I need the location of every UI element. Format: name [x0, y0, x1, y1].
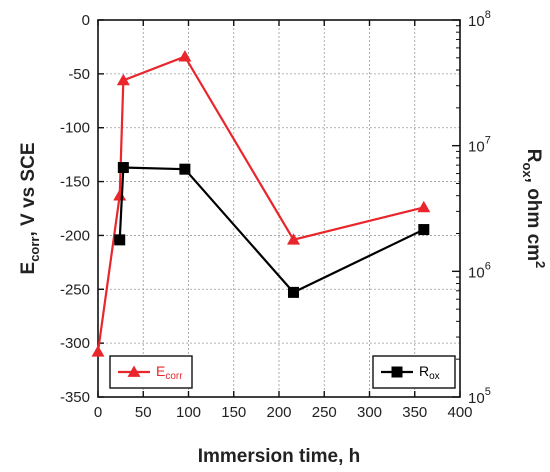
legend-rox: Rox: [372, 355, 456, 389]
x-tick-label: 150: [221, 404, 246, 421]
data-point-triangle: [286, 233, 300, 245]
right-y-tick-label: 105: [468, 386, 491, 407]
legend-marker-square: [391, 366, 403, 378]
data-point-triangle: [91, 345, 105, 357]
left-y-tick-label: -100: [60, 120, 90, 137]
left-y-tick-label: 0: [82, 12, 90, 29]
legends: Ecorr Rox: [109, 355, 456, 389]
x-axis-title: Immersion time, h: [198, 446, 361, 467]
x-tick-label: 350: [402, 404, 427, 421]
right-y-axis-title-subscript: ox: [520, 162, 535, 178]
x-tick-label: 50: [135, 404, 152, 421]
x-tick-label: 400: [447, 404, 472, 421]
x-tick-label: 250: [312, 404, 337, 421]
legend-marker-triangle: [127, 365, 141, 377]
left-y-axis-title-main: E: [18, 262, 39, 275]
right-y-tick-label: 106: [468, 260, 491, 281]
x-tick-label: 200: [266, 404, 291, 421]
data-point-triangle: [417, 200, 431, 213]
legend-label: Rox: [419, 363, 440, 382]
series-line-ecorr: [96, 55, 425, 352]
x-axis-ticks: 0 50 100 150 200 250 300 350 400: [94, 20, 473, 421]
right-y-axis-title-main: R: [523, 149, 544, 163]
data-point-square: [179, 163, 191, 175]
x-tick-label: 100: [176, 404, 201, 421]
right-y-axis-ticks: 108 107 106 105: [452, 9, 491, 407]
data-point-triangle: [116, 73, 130, 86]
right-y-axis-title: Rox, ohm cm2: [520, 149, 548, 269]
left-y-tick-label: -200: [60, 227, 90, 244]
right-y-axis-title-rest: , ohm cm: [523, 178, 544, 261]
series-line-rox: [118, 166, 425, 294]
data-point-triangle: [113, 189, 127, 201]
legend-ecorr: Ecorr: [109, 355, 193, 389]
data-point-square: [117, 162, 129, 174]
left-y-tick-label: -350: [60, 389, 90, 406]
left-y-tick-label: -250: [60, 281, 90, 298]
right-y-tick-label: 108: [468, 9, 491, 30]
data-point-square: [114, 234, 126, 246]
data-point-square: [418, 224, 430, 236]
left-y-axis-title: Ecorr, V vs SCE: [18, 143, 42, 275]
left-y-tick-label: -150: [60, 174, 90, 191]
data-point-square: [287, 286, 299, 298]
data-point-triangle: [178, 50, 192, 62]
left-y-axis-title-subscript: corr: [27, 237, 42, 262]
left-y-tick-label: -300: [60, 335, 90, 352]
grid-lines: [98, 20, 460, 397]
left-y-axis-title-rest: , V vs SCE: [18, 143, 39, 237]
left-y-axis-ticks: 0 -50 -100 -150 -200 -250 -300 -350: [60, 12, 104, 406]
series-layer: [91, 50, 431, 357]
legend-label: Ecorr: [156, 363, 183, 382]
right-y-axis-title-superscript: 2: [533, 261, 548, 268]
right-y-tick-label: 107: [468, 135, 491, 156]
left-y-tick-label: -50: [68, 66, 90, 83]
x-tick-label: 0: [94, 404, 102, 421]
x-tick-label: 300: [357, 404, 382, 421]
